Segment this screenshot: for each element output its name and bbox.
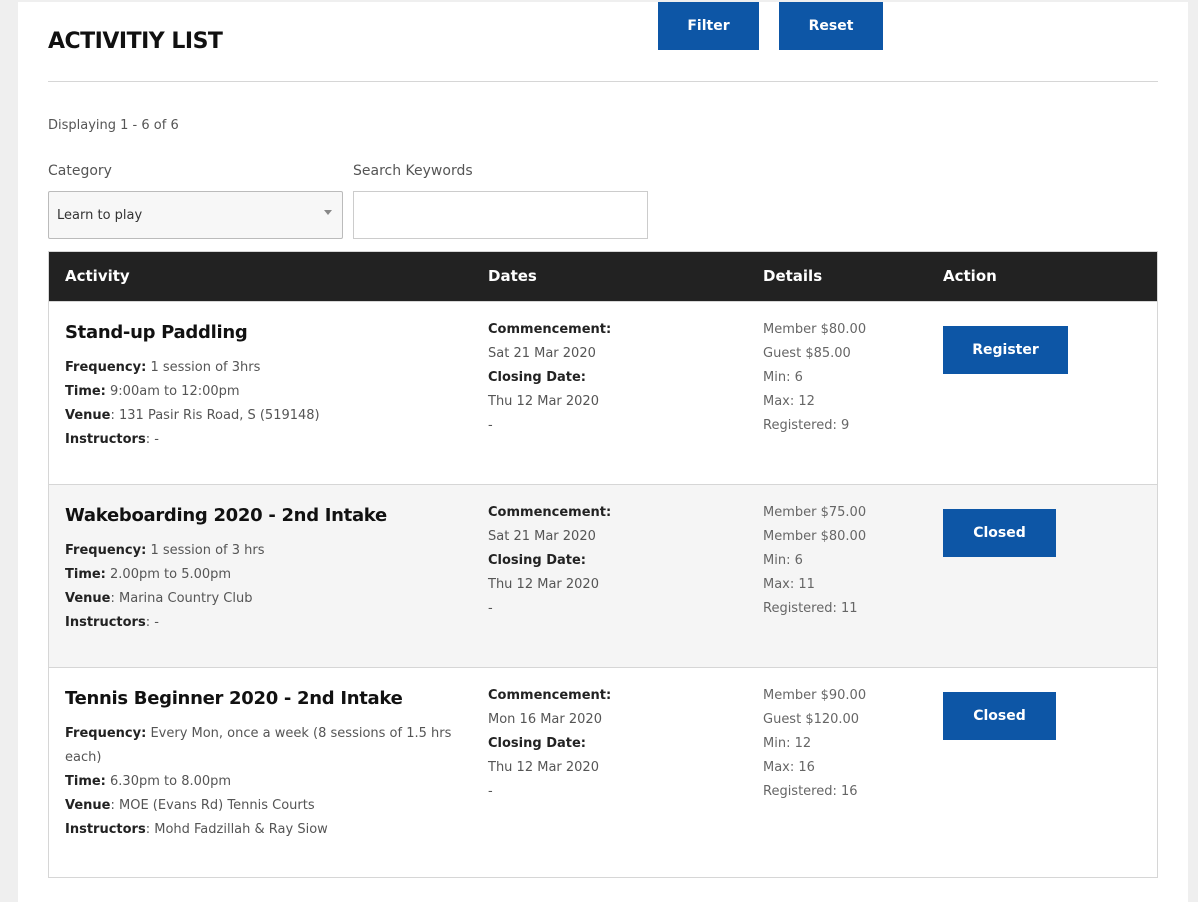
time-value: 6.30pm to 8.00pm [110,774,232,789]
register-button[interactable]: Register [943,326,1068,374]
dates-cell: Commencement: Sat 21 Mar 2020 Closing Da… [488,501,611,621]
time-label: Time: [65,567,106,582]
registered-count: Registered: 16 [763,784,858,799]
header-activity: Activity [65,267,130,285]
commencement-label: Commencement: [488,688,612,703]
dates-dash: - [488,601,493,616]
closing-value: Thu 12 Mar 2020 [488,577,599,592]
price-guest: Guest $120.00 [763,712,860,727]
registered-count: Registered: 11 [763,601,858,616]
venue-label: Venue [65,798,111,813]
frequency-label: Frequency: [65,726,147,741]
details-cell: Member $75.00 Member $80.00 Min: 6 Max: … [763,501,866,621]
venue-value: : MOE (Evans Rd) Tennis Courts [110,798,315,813]
instructors-value: : - [145,432,159,447]
table-row: Stand-up Paddling Frequency: 1 session o… [49,301,1157,484]
table-row: Wakeboarding 2020 - 2nd Intake Frequency… [49,484,1157,667]
instructors-label: Instructors [65,432,146,447]
commencement-value: Sat 21 Mar 2020 [488,346,596,361]
instructors-value: : Mohd Fadzillah & Ray Siow [145,822,328,837]
price-member: Member $75.00 [763,505,867,520]
venue-label: Venue [65,408,111,423]
details-cell: Member $90.00 Guest $120.00 Min: 12 Max:… [763,684,866,804]
time-value: 2.00pm to 5.00pm [110,567,232,582]
venue-value: : 131 Pasir Ris Road, S (519148) [110,408,320,423]
commencement-value: Mon 16 Mar 2020 [488,712,602,727]
dates-cell: Commencement: Mon 16 Mar 2020 Closing Da… [488,684,611,804]
frequency-label: Frequency: [65,360,147,375]
price-member: Member $80.00 [763,322,867,337]
activity-title: Wakeboarding 2020 - 2nd Intake [65,505,387,526]
price-guest: Guest $85.00 [763,346,851,361]
dates-dash: - [488,784,493,799]
price-member-2: Member $80.00 [763,529,867,544]
commencement-label: Commencement: [488,322,612,337]
activity-title: Stand-up Paddling [65,322,248,343]
table-row: Tennis Beginner 2020 - 2nd Intake Freque… [49,667,1157,877]
header-action: Action [943,267,997,285]
registered-count: Registered: 9 [763,418,850,433]
price-member: Member $90.00 [763,688,867,703]
category-label: Category [48,163,112,179]
content-card: ACTIVITIY LIST Displaying 1 - 6 of 6 Cat… [18,2,1188,902]
reset-button[interactable]: Reset [779,2,883,50]
filter-button[interactable]: Filter [658,2,759,50]
max-participants: Max: 12 [763,394,815,409]
frequency-value: Every Mon, once a week (8 sessions of 1.… [65,726,452,765]
frequency-value: 1 session of 3hrs [150,360,261,375]
instructors-label: Instructors [65,822,146,837]
instructors-label: Instructors [65,615,146,630]
max-participants: Max: 16 [763,760,815,775]
details-cell: Member $80.00 Guest $85.00 Min: 6 Max: 1… [763,318,866,438]
time-label: Time: [65,384,106,399]
commencement-label: Commencement: [488,505,612,520]
closing-label: Closing Date: [488,370,587,385]
activity-table: Activity Dates Details Action Stand-up P… [48,251,1158,878]
instructors-value: : - [145,615,159,630]
chevron-down-icon [324,210,332,215]
min-participants: Min: 6 [763,553,803,568]
table-header: Activity Dates Details Action [49,252,1157,301]
max-participants: Max: 11 [763,577,815,592]
category-select-value: Learn to play [57,207,143,223]
closed-button[interactable]: Closed [943,692,1056,740]
search-input[interactable] [353,191,648,239]
venue-value: : Marina Country Club [110,591,253,606]
time-value: 9:00am to 12:00pm [110,384,240,399]
min-participants: Min: 12 [763,736,812,751]
min-participants: Min: 6 [763,370,803,385]
dates-dash: - [488,418,493,433]
divider [48,81,1158,82]
activity-title: Tennis Beginner 2020 - 2nd Intake [65,688,403,709]
activity-info: Frequency: Every Mon, once a week (8 ses… [65,722,460,842]
keywords-label: Search Keywords [353,163,473,179]
closing-value: Thu 12 Mar 2020 [488,394,599,409]
venue-label: Venue [65,591,111,606]
result-count: Displaying 1 - 6 of 6 [48,118,179,133]
closing-value: Thu 12 Mar 2020 [488,760,599,775]
activity-info: Frequency: 1 session of 3 hrs Time: 2.00… [65,539,460,635]
dates-cell: Commencement: Sat 21 Mar 2020 Closing Da… [488,318,611,438]
category-select[interactable]: Learn to play [48,191,343,239]
header-dates: Dates [488,267,537,285]
commencement-value: Sat 21 Mar 2020 [488,529,596,544]
frequency-value: 1 session of 3 hrs [150,543,265,558]
page-title: ACTIVITIY LIST [48,29,223,54]
closed-button[interactable]: Closed [943,509,1056,557]
closing-label: Closing Date: [488,736,587,751]
time-label: Time: [65,774,106,789]
activity-info: Frequency: 1 session of 3hrs Time: 9:00a… [65,356,460,452]
closing-label: Closing Date: [488,553,587,568]
header-details: Details [763,267,823,285]
frequency-label: Frequency: [65,543,147,558]
